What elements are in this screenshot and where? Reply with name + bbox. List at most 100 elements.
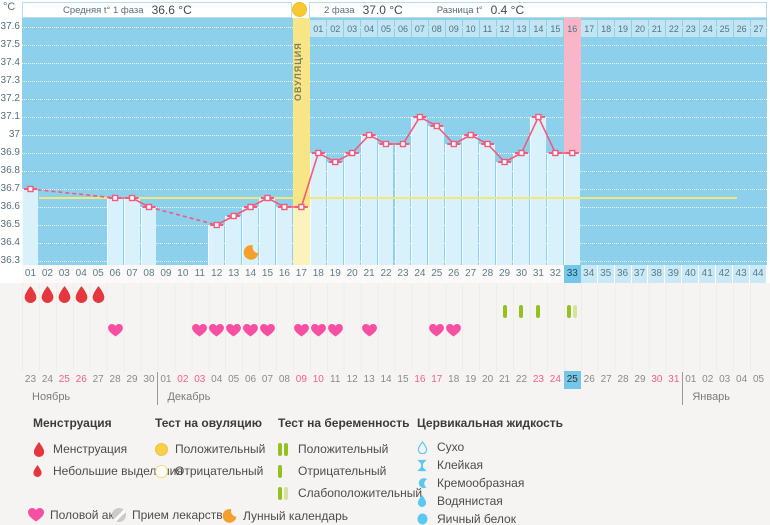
dpo-cell[interactable]: 19 — [615, 20, 632, 37]
date-cell[interactable]: 23 — [24, 374, 37, 385]
date-cell[interactable]: 30 — [651, 374, 663, 385]
date-cell[interactable]: 21 — [498, 374, 511, 385]
date-cell[interactable]: 13 — [363, 374, 375, 385]
cycle-day-cell[interactable]: 13 — [225, 265, 243, 283]
temperature-point[interactable] — [348, 149, 356, 157]
dpo-cell[interactable]: 06 — [394, 20, 411, 37]
cycle-day-cell[interactable]: 18 — [309, 265, 327, 283]
cycle-day-cell[interactable]: 26 — [445, 265, 463, 283]
temperature-point[interactable] — [128, 194, 136, 202]
cycle-day-cell[interactable]: 17 — [292, 265, 310, 283]
temperature-point[interactable] — [298, 203, 305, 211]
date-cell[interactable]: 03 — [194, 374, 206, 385]
cycle-day-cell[interactable]: 09 — [157, 265, 175, 283]
temperature-point[interactable] — [315, 149, 322, 157]
temperature-point[interactable] — [145, 203, 153, 211]
date-cell[interactable]: 05 — [752, 374, 765, 385]
cycle-day-cell[interactable]: 23 — [394, 265, 412, 283]
temperature-point[interactable] — [450, 140, 457, 148]
cycle-day-cell[interactable]: 25 — [428, 265, 446, 283]
date-cell[interactable]: 10 — [312, 374, 324, 385]
cycle-day-cell[interactable]: 32 — [546, 265, 564, 283]
date-cell[interactable]: 22 — [515, 374, 528, 385]
dpo-cell[interactable]: 16 — [564, 20, 581, 37]
date-cell[interactable]: 24 — [549, 374, 561, 385]
cycle-day-cell[interactable]: 05 — [89, 265, 107, 283]
temperature-point[interactable] — [467, 131, 474, 139]
cycle-day-cell[interactable]: 21 — [360, 265, 378, 283]
dpo-cell[interactable]: 12 — [496, 20, 513, 37]
date-cell[interactable]: 18 — [448, 374, 460, 385]
cycle-day-cell[interactable]: 43 — [733, 265, 751, 283]
cycle-day-cell[interactable]: 31 — [529, 265, 547, 283]
date-cell[interactable]: 11 — [330, 374, 341, 385]
date-cell[interactable]: 24 — [41, 374, 53, 385]
cycle-day-cell[interactable]: 06 — [106, 265, 124, 283]
dpo-cell[interactable]: 14 — [530, 20, 547, 37]
temperature-point[interactable] — [484, 140, 491, 148]
dpo-cell[interactable]: 22 — [665, 20, 682, 37]
date-cell[interactable]: 17 — [431, 374, 443, 385]
dpo-cell[interactable]: 08 — [428, 20, 445, 37]
cycle-day-cell[interactable]: 27 — [462, 265, 480, 283]
cycle-day-cell[interactable]: 16 — [275, 265, 293, 283]
cycle-day-cell[interactable]: 33 — [563, 265, 581, 283]
cycle-day-cell[interactable]: 29 — [496, 265, 513, 283]
cycle-day-cell[interactable]: 42 — [716, 265, 734, 283]
cycle-day-cell[interactable]: 10 — [174, 265, 192, 283]
temperature-point[interactable] — [518, 149, 525, 157]
date-cell[interactable]: 28 — [109, 374, 121, 385]
temperature-point[interactable] — [230, 212, 237, 220]
dpo-cell[interactable]: 07 — [411, 20, 428, 37]
cycle-day-cell[interactable]: 28 — [479, 265, 497, 283]
dpo-cell[interactable]: 10 — [462, 20, 479, 37]
date-cell[interactable]: 29 — [126, 374, 138, 385]
date-cell[interactable]: 04 — [736, 374, 748, 385]
cycle-day-cell[interactable]: 20 — [343, 265, 361, 283]
date-cell[interactable]: 14 — [380, 374, 392, 385]
cycle-day-cell[interactable]: 19 — [326, 265, 344, 283]
cycle-day-cell[interactable]: 37 — [631, 265, 649, 283]
temperature-point[interactable] — [416, 113, 424, 121]
cycle-day-cell[interactable]: 36 — [614, 265, 632, 283]
dpo-cell[interactable]: 15 — [547, 20, 564, 37]
cycle-day-cell[interactable]: 08 — [140, 265, 158, 283]
date-cell[interactable]: 08 — [278, 374, 290, 385]
cycle-day-cell[interactable]: 38 — [648, 265, 666, 283]
dpo-cell[interactable]: 24 — [699, 20, 716, 37]
dpo-cell[interactable]: 23 — [682, 20, 699, 37]
cycle-day-cell[interactable]: 41 — [699, 265, 717, 283]
date-cell[interactable]: 02 — [702, 374, 714, 385]
date-cell[interactable]: 27 — [600, 374, 612, 385]
dpo-cell[interactable]: 03 — [344, 20, 361, 37]
dpo-cell[interactable]: 01 — [310, 20, 327, 37]
dpo-cell[interactable]: 11 — [479, 20, 496, 37]
date-cell[interactable]: 06 — [245, 374, 257, 385]
chart-canvas[interactable]: ОВУЛЯЦИЯ 01 02 03 04 05 06 07 08 09 10 11 12 13 14 15 16… — [22, 18, 767, 265]
temperature-point[interactable] — [213, 221, 220, 229]
date-cell[interactable]: 09 — [295, 374, 307, 385]
dpo-cell[interactable]: 13 — [513, 20, 530, 37]
cycle-day-cell[interactable]: 40 — [682, 265, 700, 283]
cycle-day-cell[interactable]: 34 — [580, 265, 598, 283]
cycle-day-cell[interactable]: 12 — [208, 265, 226, 283]
temperature-point[interactable] — [569, 149, 576, 157]
date-cell[interactable]: 19 — [465, 374, 477, 385]
dpo-cell[interactable]: 21 — [648, 20, 665, 37]
date-cell[interactable]: 26 — [75, 374, 87, 385]
temperature-point[interactable] — [399, 140, 407, 148]
date-cell[interactable]: 15 — [397, 374, 409, 385]
cycle-day-cell[interactable]: 14 — [242, 265, 260, 283]
dpo-cell[interactable]: 27 — [750, 20, 767, 37]
temperature-point[interactable] — [264, 194, 271, 202]
cycle-day-cell[interactable]: 44 — [750, 265, 767, 283]
temperature-point[interactable] — [365, 131, 373, 139]
date-cell[interactable]: 16 — [414, 374, 426, 385]
date-cell[interactable]: 01 — [160, 374, 172, 385]
date-cell[interactable]: 23 — [532, 374, 544, 385]
dpo-cell[interactable]: 02 — [327, 20, 344, 37]
date-cell[interactable]: 01 — [685, 374, 697, 385]
temperature-point[interactable] — [111, 194, 119, 202]
temperature-point[interactable] — [501, 158, 508, 166]
dpo-cell[interactable]: 17 — [581, 20, 598, 37]
